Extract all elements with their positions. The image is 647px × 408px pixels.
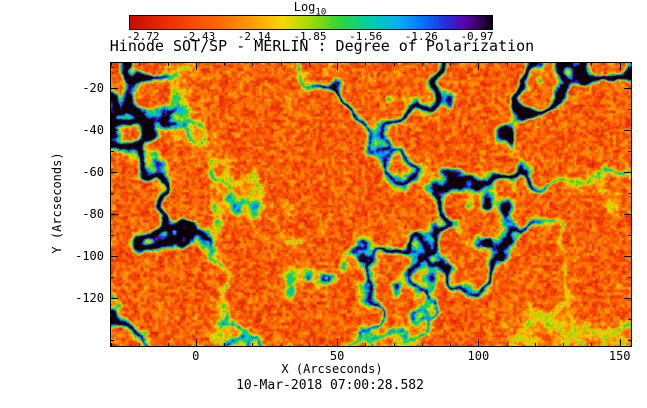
axis-tick <box>628 109 631 110</box>
axis-tick <box>111 340 114 341</box>
axis-tick <box>252 343 253 346</box>
axis-tick <box>620 63 621 70</box>
axis-tick <box>111 235 114 236</box>
axis-tick <box>624 298 631 299</box>
axis-tick <box>281 343 282 346</box>
axis-tick <box>111 343 112 346</box>
timestamp-caption: 10-Mar-2018 07:00:28.582 <box>236 378 424 393</box>
axis-tick <box>224 343 225 346</box>
x-tick-label: 50 <box>329 349 345 363</box>
axis-tick <box>281 63 282 66</box>
axis-tick <box>628 340 631 341</box>
axis-tick <box>337 339 338 346</box>
axis-tick <box>591 63 592 66</box>
axis-tick <box>196 63 197 70</box>
axis-tick <box>507 343 508 346</box>
colorbar-title: Log10 <box>129 0 491 19</box>
x-tick-label: 100 <box>467 349 490 363</box>
axis-tick <box>111 298 118 299</box>
axis-tick <box>450 63 451 66</box>
axis-tick <box>422 63 423 66</box>
plot-area <box>110 62 632 347</box>
plot-title: Hinode SOT/SP - MERLIN : Degree of Polar… <box>109 37 535 55</box>
axis-tick <box>111 172 118 173</box>
axis-tick <box>139 63 140 66</box>
y-tick-label: -100 <box>75 248 104 263</box>
y-tick-label: -120 <box>75 290 104 305</box>
axis-tick <box>624 172 631 173</box>
colorbar-tick-labels: -2.72 -2.43 -2.14 -1.85 -1.56 -1.26 -0.97 <box>126 30 494 43</box>
axis-tick <box>620 339 621 346</box>
colorbar-tick-label: -2.72 <box>126 30 160 43</box>
axis-tick <box>365 343 366 346</box>
y-tick-label: -40 <box>82 123 104 138</box>
axis-tick <box>450 343 451 346</box>
axis-tick <box>111 67 114 68</box>
colorbar-tick-label: -2.43 <box>182 30 216 43</box>
axis-tick <box>394 63 395 66</box>
y-tick-label: -20 <box>82 81 104 96</box>
axis-tick <box>628 319 631 320</box>
x-tick-label: 0 <box>192 349 200 363</box>
axis-tick <box>111 256 118 257</box>
axis-tick <box>111 277 114 278</box>
axis-tick <box>111 63 112 66</box>
axis-tick <box>111 193 114 194</box>
axis-tick <box>139 343 140 346</box>
axis-tick <box>628 277 631 278</box>
axis-tick <box>309 63 310 66</box>
axis-tick <box>628 235 631 236</box>
colorbar-title-sub: 10 <box>315 7 327 18</box>
axis-tick <box>628 67 631 68</box>
axis-tick <box>365 63 366 66</box>
y-tick-label: -80 <box>82 206 104 221</box>
axis-tick <box>337 63 338 70</box>
axis-tick <box>507 63 508 66</box>
x-axis-label: X (Arcseconds) <box>281 362 383 376</box>
axis-tick <box>624 88 631 89</box>
axis-tick <box>309 343 310 346</box>
colorbar-gradient <box>130 16 492 29</box>
axis-tick <box>628 193 631 194</box>
x-tick-label: 150 <box>608 349 631 363</box>
axis-tick <box>535 343 536 346</box>
axis-tick <box>111 88 118 89</box>
axis-tick <box>111 151 114 152</box>
axis-tick <box>563 63 564 66</box>
colorbar-tick-label: -1.26 <box>404 30 438 43</box>
axis-tick <box>224 63 225 66</box>
y-axis-label: Y (Arcseconds) <box>50 152 64 254</box>
y-tick-label: -60 <box>82 165 104 179</box>
axis-tick <box>111 319 114 320</box>
colorbar-tick-label: -1.56 <box>349 30 383 43</box>
axis-tick <box>252 63 253 66</box>
colorbar-title-text: Log <box>293 0 316 14</box>
axis-tick <box>478 63 479 70</box>
axis-tick <box>168 343 169 346</box>
colorbar-tick-label: -2.14 <box>237 30 271 43</box>
colorbar-tick-label: -0.97 <box>460 30 494 43</box>
axis-tick <box>422 343 423 346</box>
axis-tick <box>624 130 631 131</box>
y-axis-tick-labels: -20 -40 -60 -80 -100 -120 <box>64 63 106 346</box>
axis-tick <box>478 339 479 346</box>
axis-tick <box>563 343 564 346</box>
axis-tick <box>535 63 536 66</box>
x-axis-tick-labels: 0 50 100 150 <box>111 349 631 363</box>
axis-tick <box>111 109 114 110</box>
heatmap-canvas <box>111 63 631 346</box>
colorbar <box>129 15 493 30</box>
axis-tick <box>111 130 118 131</box>
axis-tick <box>591 343 592 346</box>
colorbar-tick-label: -1.85 <box>293 30 327 43</box>
axis-tick <box>624 214 631 215</box>
axis-tick <box>168 63 169 66</box>
axis-tick <box>624 256 631 257</box>
axis-tick <box>628 151 631 152</box>
axis-tick <box>111 214 118 215</box>
axis-tick <box>196 339 197 346</box>
axis-tick <box>394 343 395 346</box>
